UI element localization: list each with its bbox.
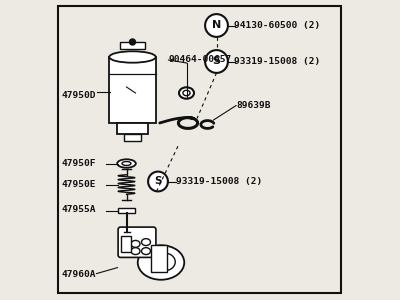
Ellipse shape xyxy=(117,159,136,168)
Circle shape xyxy=(148,172,168,191)
Text: 47955A: 47955A xyxy=(62,206,96,214)
FancyBboxPatch shape xyxy=(58,6,341,292)
FancyBboxPatch shape xyxy=(118,227,156,257)
Circle shape xyxy=(130,39,136,45)
Circle shape xyxy=(205,14,228,37)
Ellipse shape xyxy=(142,248,150,254)
Text: S: S xyxy=(212,56,220,67)
Ellipse shape xyxy=(153,253,175,271)
Text: 89639B: 89639B xyxy=(236,101,270,110)
Text: N: N xyxy=(212,20,221,31)
Text: S: S xyxy=(154,176,162,187)
Circle shape xyxy=(205,50,228,73)
FancyBboxPatch shape xyxy=(118,208,135,213)
Ellipse shape xyxy=(183,90,190,96)
FancyBboxPatch shape xyxy=(124,134,141,141)
Ellipse shape xyxy=(131,241,140,247)
Text: 90464-00657: 90464-00657 xyxy=(168,56,232,64)
Text: 93319-15008 (2): 93319-15008 (2) xyxy=(234,57,321,66)
Text: 47950D: 47950D xyxy=(62,92,96,100)
FancyBboxPatch shape xyxy=(109,57,156,123)
Ellipse shape xyxy=(142,239,150,245)
Text: 47950F: 47950F xyxy=(62,159,96,168)
Ellipse shape xyxy=(138,245,184,280)
Text: 47960A: 47960A xyxy=(62,270,96,279)
FancyBboxPatch shape xyxy=(117,123,148,134)
Ellipse shape xyxy=(122,161,131,165)
FancyBboxPatch shape xyxy=(150,245,167,272)
Text: 47950E: 47950E xyxy=(62,180,96,189)
Ellipse shape xyxy=(109,51,156,63)
FancyBboxPatch shape xyxy=(120,42,145,49)
FancyBboxPatch shape xyxy=(120,236,131,252)
Ellipse shape xyxy=(131,248,140,254)
Text: 94130-60500 (2): 94130-60500 (2) xyxy=(234,21,321,30)
Text: 93319-15008 (2): 93319-15008 (2) xyxy=(176,177,262,186)
Ellipse shape xyxy=(179,87,194,99)
